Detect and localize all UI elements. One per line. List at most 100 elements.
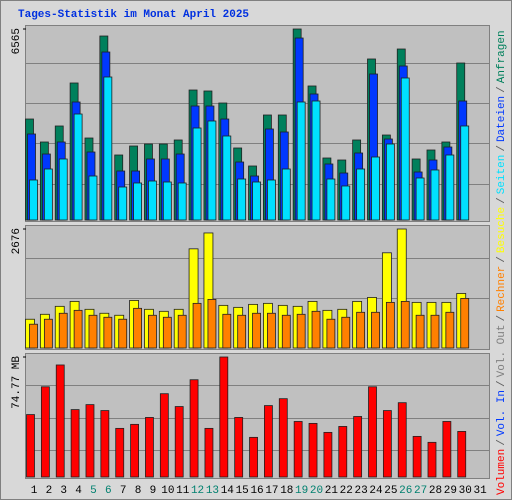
bar: [326, 318, 336, 349]
bar: [356, 168, 366, 221]
y-tick-label: 6565: [11, 28, 23, 54]
bar: [207, 120, 217, 221]
legend-separator: /: [496, 145, 508, 152]
bar: [308, 422, 318, 478]
legend-separator: /: [496, 86, 508, 93]
bar: [58, 312, 68, 349]
x-tick-label: 23: [355, 485, 368, 497]
bar: [323, 431, 333, 478]
bar: [103, 76, 113, 221]
bar: [385, 143, 395, 221]
bar: [442, 421, 452, 478]
bar: [296, 101, 306, 221]
y-tick-label: 74.77 MB: [11, 356, 23, 409]
bar: [264, 405, 273, 478]
x-tick-label: 6: [105, 485, 112, 497]
bar: [43, 168, 53, 221]
bar: [356, 311, 366, 349]
bar: [115, 427, 125, 478]
bar: [174, 406, 184, 478]
x-tick-label: 13: [206, 485, 219, 497]
bar: [267, 179, 276, 221]
legend-separator: /: [496, 315, 508, 322]
bar: [100, 410, 110, 478]
x-tick-label: 22: [340, 485, 353, 497]
bar: [58, 158, 68, 221]
bar: [145, 417, 154, 478]
chart-title: Tages-Statistik im Monat April 2025: [18, 9, 249, 21]
x-tick-label: 19: [295, 485, 308, 497]
bar: [148, 180, 157, 221]
bar: [293, 421, 303, 478]
bar: [88, 175, 98, 221]
x-tick-label: 2: [46, 485, 53, 497]
bar: [177, 182, 187, 221]
bar: [192, 302, 202, 349]
x-tick-label: 10: [161, 485, 174, 497]
x-tick-label: 26: [399, 485, 412, 497]
x-tick-label: 8: [135, 485, 142, 497]
bar: [427, 441, 437, 478]
bar: [29, 179, 38, 221]
bar: [397, 402, 407, 478]
x-tick-label: 12: [191, 485, 204, 497]
bar: [278, 398, 288, 478]
bar: [26, 414, 35, 478]
x-tick-label: 11: [176, 485, 190, 497]
legend: Volumen / Vol. In / Vol. Out / Rechner / Besuche…: [496, 30, 508, 495]
bar: [412, 435, 422, 478]
legend-entry: Rechner: [496, 266, 508, 312]
x-tick-label: 21: [325, 485, 339, 497]
bar: [73, 113, 83, 221]
bar: [368, 386, 377, 478]
legend-entry: Besuche: [496, 207, 508, 253]
bar: [445, 311, 455, 349]
legend-entry: Vol. In: [496, 390, 508, 436]
bar: [371, 156, 380, 221]
x-tick-label: 20: [310, 485, 323, 497]
bar: [159, 393, 169, 478]
x-tick-label: 4: [75, 485, 82, 497]
bar: [133, 182, 142, 221]
bar: [162, 181, 172, 221]
legend-separator: /: [496, 197, 508, 204]
bar: [400, 300, 410, 349]
x-tick-label: 17: [265, 485, 278, 497]
bar: [103, 316, 113, 349]
x-tick-label: 18: [280, 485, 293, 497]
x-tick-label: 27: [414, 485, 427, 497]
bar: [133, 307, 142, 349]
x-tick-label: 24: [369, 485, 383, 497]
bar: [222, 135, 232, 221]
bar: [430, 169, 440, 221]
legend-separator: /: [496, 439, 508, 446]
bar: [189, 379, 199, 478]
bar: [70, 409, 80, 478]
bar: [222, 313, 232, 349]
bar: [234, 417, 244, 478]
bar: [445, 154, 455, 221]
bar: [29, 323, 38, 349]
bar: [371, 311, 380, 349]
bar: [460, 125, 470, 221]
bar: [385, 301, 395, 349]
x-tick-label: 16: [250, 485, 263, 497]
legend-entry: Vol. Out: [496, 325, 508, 378]
legend-entry: Seiten: [496, 155, 508, 195]
legend-entry: Dateien: [496, 96, 508, 142]
bar: [415, 314, 425, 349]
x-tick-label: 3: [60, 485, 67, 497]
bar: [130, 423, 139, 478]
bar: [162, 316, 172, 349]
bar: [237, 178, 247, 221]
x-tick-label: 15: [236, 485, 249, 497]
y-tick-label: 2676: [11, 228, 23, 254]
x-tick-label: 7: [120, 485, 127, 497]
x-tick-label: 9: [150, 485, 157, 497]
bar: [338, 426, 348, 478]
legend-separator: /: [496, 256, 508, 263]
bar: [207, 298, 217, 349]
x-tick-label: 30: [459, 485, 472, 497]
bar: [400, 77, 410, 221]
